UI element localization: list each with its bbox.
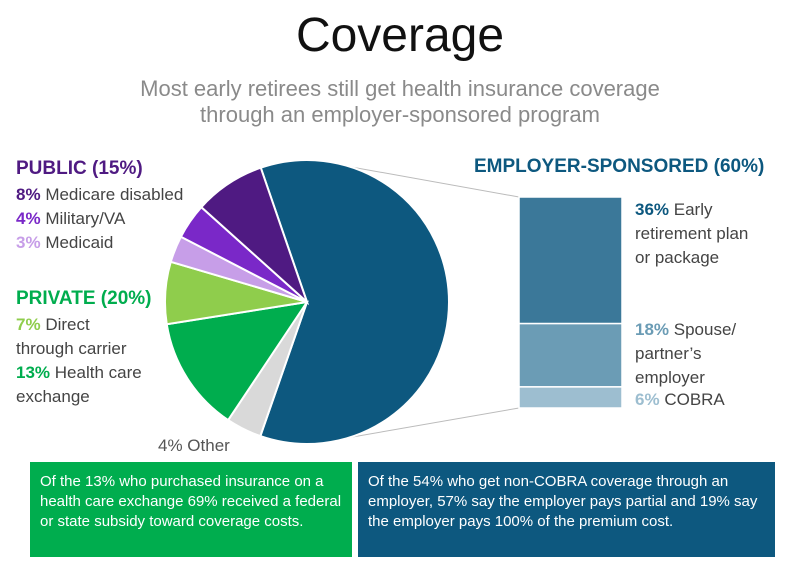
legend-label: employer	[635, 368, 705, 387]
other-label: 4% Other	[158, 436, 230, 455]
legend-label: partner’s	[635, 344, 702, 363]
public-legend: 8% Medicare disabled 4% Military/VA 3% M…	[16, 183, 183, 255]
legend-pct: 7%	[16, 315, 41, 334]
legend-item-exchange: 13% Health care	[16, 361, 142, 385]
subtitle: Most early retirees still get health ins…	[0, 76, 800, 128]
legend-item-direct: 7% Direct	[16, 313, 142, 337]
legend-item-early-retirement: 36% Early retirement plan or package	[635, 198, 748, 270]
legend-label: Early	[673, 200, 713, 219]
subtitle-line: through an employer-sponsored program	[200, 102, 600, 127]
legend-label: Medicaid	[45, 233, 114, 252]
legend-label: through carrier	[16, 339, 127, 358]
legend-item-medicaid: 3% Medicaid	[16, 231, 183, 255]
legend-label: Spouse/	[673, 320, 737, 339]
legend-item-military: 4% Military/VA	[16, 207, 183, 231]
legend-label: COBRA	[664, 390, 725, 409]
pie-slice-medicare-disabled	[199, 166, 310, 306]
pie-slice-health-care-exchange	[165, 300, 310, 422]
private-note-box: Of the 13% who purchased insurance on a …	[30, 462, 352, 557]
subtitle-line: Most early retirees still get health ins…	[140, 76, 660, 101]
legend-item-cobra: 6% COBRA	[635, 388, 725, 412]
legend-label: Military/VA	[45, 209, 126, 228]
pie-slice-employer-sponsored	[259, 159, 450, 445]
legend-label: Health care	[54, 363, 142, 382]
legend-label: or package	[635, 248, 720, 267]
legend-pct: 3%	[16, 233, 41, 252]
legend-label: Direct	[45, 315, 90, 334]
bar-segment-early-retirement	[518, 196, 623, 325]
legend-label: retirement plan	[635, 224, 749, 243]
legend-pct: 4%	[16, 209, 41, 228]
bar-segment-spouse	[518, 322, 623, 388]
legend-label: Medicare disabled	[45, 185, 184, 204]
public-header: PUBLIC (15%)	[16, 158, 143, 179]
employer-note-box: Of the 54% who get non-COBRA coverage th…	[358, 462, 775, 557]
legend-pct: 8%	[16, 185, 41, 204]
legend-label: exchange	[16, 387, 90, 406]
bar-segment-cobra	[518, 386, 623, 409]
page-title: Coverage	[295, 9, 505, 62]
legend-pct: 6%	[635, 390, 660, 409]
legend-item-medicare: 8% Medicare disabled	[16, 183, 183, 207]
legend-pct: 36%	[635, 200, 670, 219]
private-legend: 7% Direct through carrier 13% Health car…	[16, 313, 142, 409]
legend-pct: 13%	[16, 363, 51, 382]
employer-header: EMPLOYER-SPONSORED (60%)	[474, 156, 765, 177]
private-header: PRIVATE (20%)	[16, 288, 152, 309]
legend-item-spouse: 18% Spouse/ partner’s employer	[635, 318, 736, 390]
legend-pct: 18%	[635, 320, 670, 339]
